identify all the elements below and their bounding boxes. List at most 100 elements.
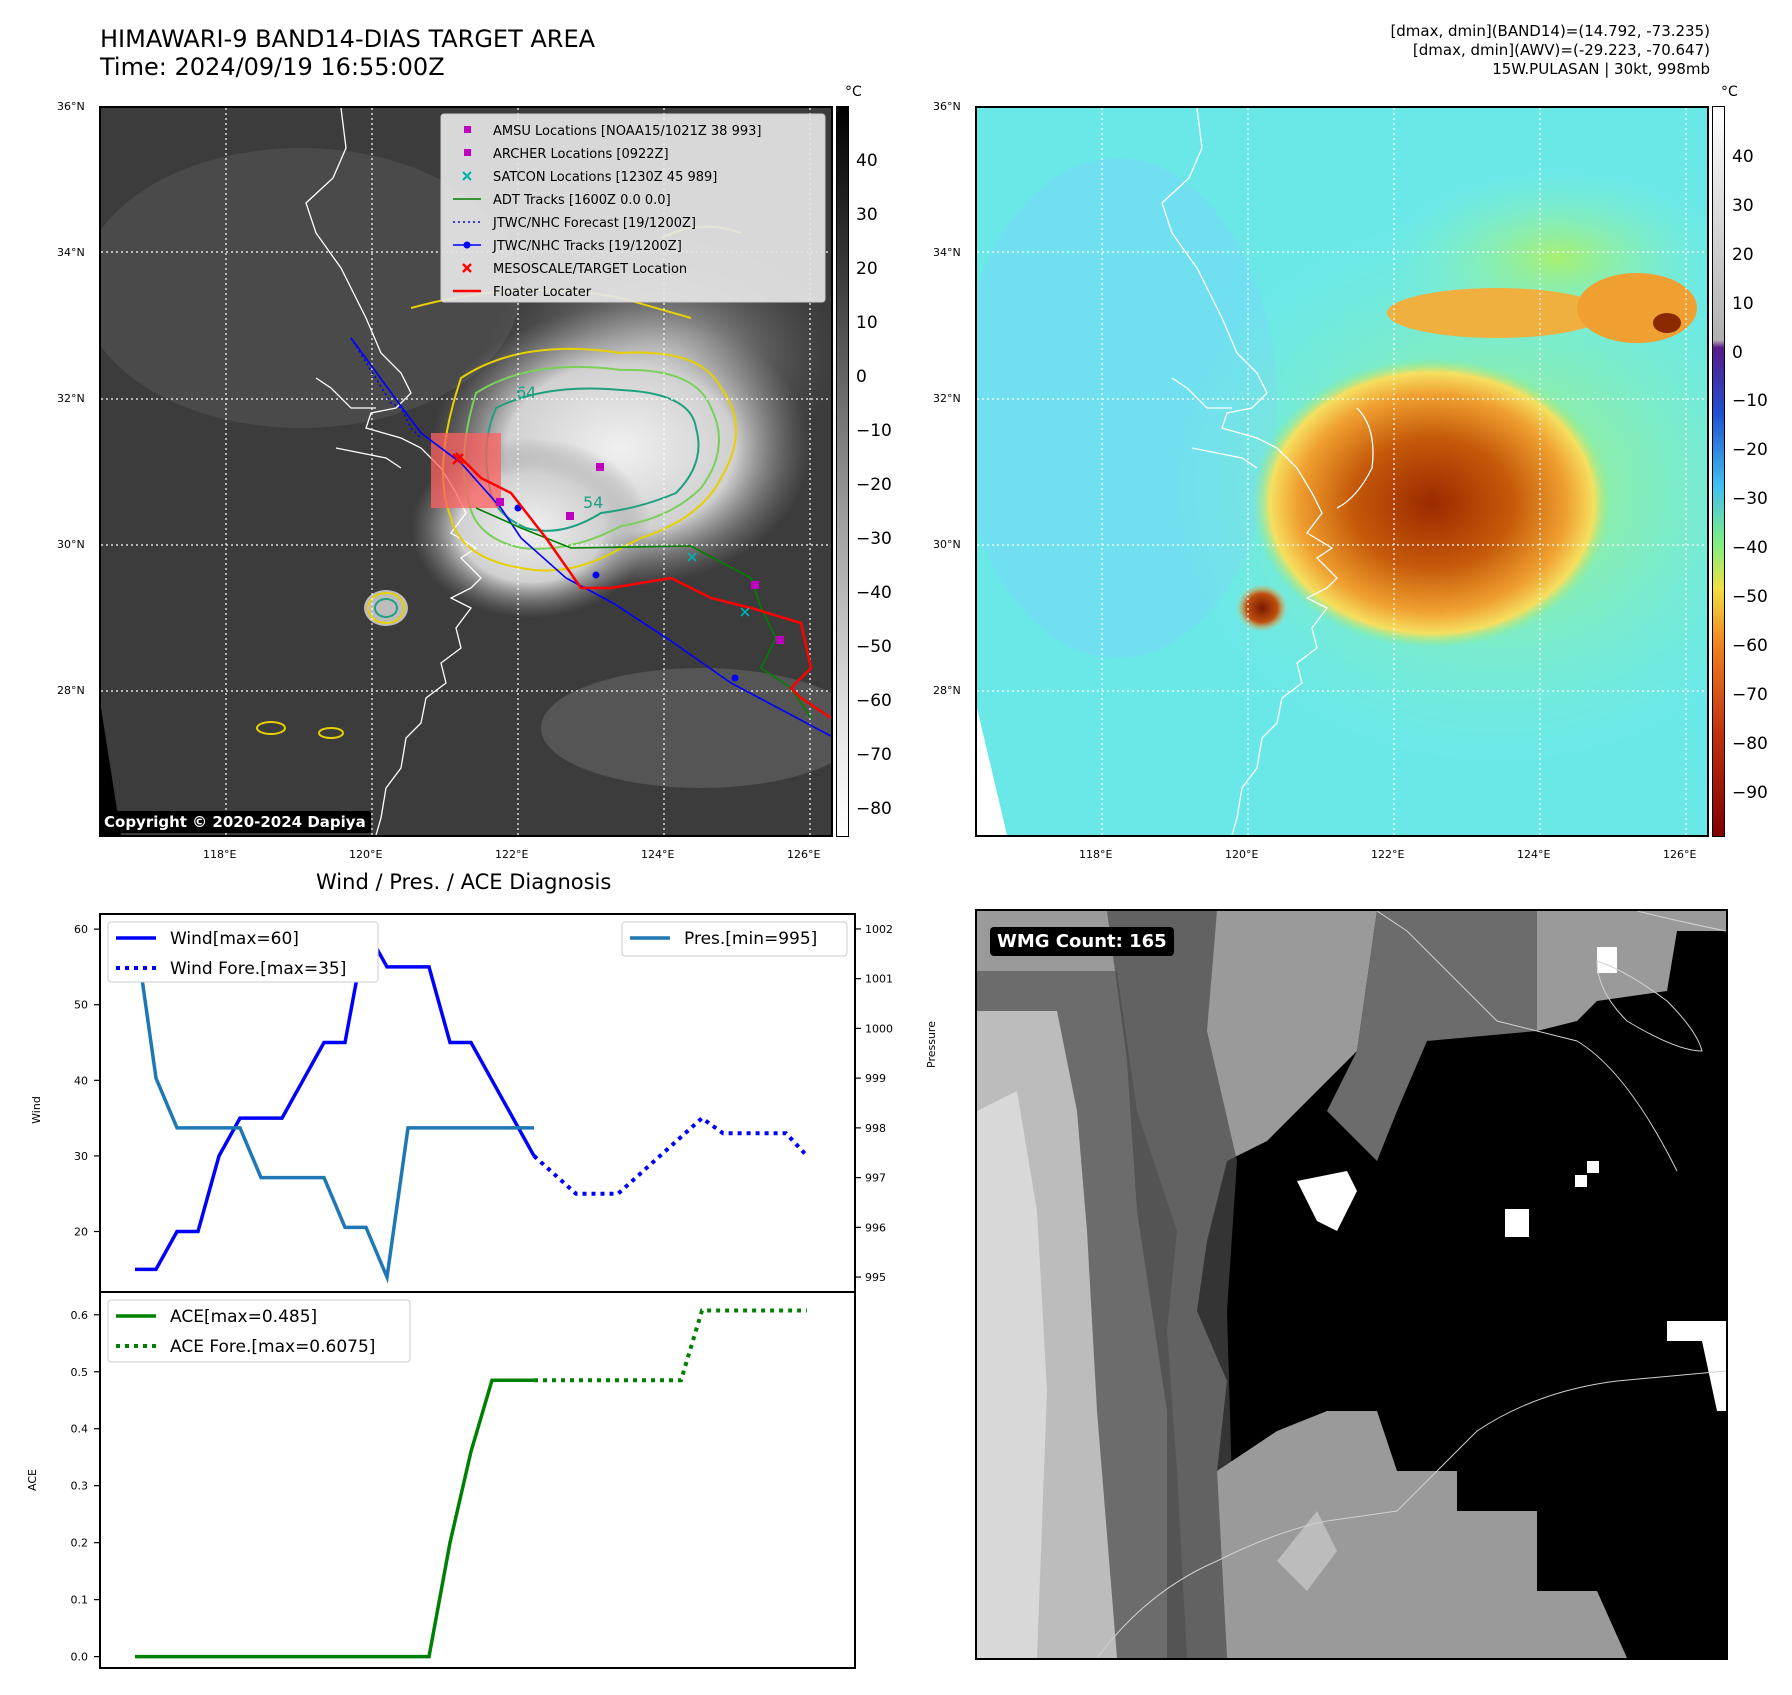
lat-label-32: 32°N bbox=[57, 392, 85, 405]
lon-label-122: 122°E bbox=[1371, 848, 1405, 861]
title-time: Time: 2024/09/19 16:55:00Z bbox=[100, 53, 445, 81]
legend-amsu: AMSU Locations [NOAA15/1021Z 38 993] bbox=[493, 124, 761, 139]
wmg-panel bbox=[975, 909, 1728, 1660]
lon-label-124: 124°E bbox=[641, 848, 675, 861]
pressure-tick-label: 1002 bbox=[865, 923, 893, 936]
awv-tick: 10 bbox=[1732, 294, 1754, 314]
ace-line-observed bbox=[135, 1378, 534, 1659]
ir-tick: 40 bbox=[856, 151, 878, 171]
ace-legend: ACE[max=0.485] ACE Fore.[max=0.6075] bbox=[107, 1299, 411, 1363]
ir-tick: −10 bbox=[856, 421, 892, 441]
ace-tick-label: 0.1 bbox=[71, 1594, 89, 1607]
wind-tick-label: 40 bbox=[74, 1074, 88, 1087]
wind-line-observed bbox=[135, 924, 536, 1272]
wmg-image bbox=[977, 911, 1726, 1658]
title-line-1: HIMAWARI-9 BAND14-DIAS TARGET AREA bbox=[100, 25, 596, 53]
jtwc-track bbox=[350, 337, 831, 737]
pressure-tick-label: 998 bbox=[865, 1122, 886, 1135]
awv-tick: −70 bbox=[1732, 685, 1768, 705]
ace-tick-label: 0.4 bbox=[71, 1423, 89, 1436]
diagnosis-title: Wind / Pres. / ACE Diagnosis bbox=[316, 870, 612, 894]
ace-ylabel: ACE bbox=[26, 1469, 39, 1491]
ir-map-image: 64 54 bbox=[101, 108, 831, 835]
wind-series bbox=[135, 924, 809, 1272]
legend-jtwc-forecast: JTWC/NHC Forecast [19/1200Z] bbox=[492, 216, 696, 231]
pressure-legend: Pres.[min=995] bbox=[621, 921, 848, 957]
legend-adt: ADT Tracks [1600Z 0.0 0.0] bbox=[493, 193, 671, 208]
info-band14: [dmax, dmin](BAND14)=(14.792, -73.235) bbox=[1390, 22, 1710, 40]
lon-label-126: 126°E bbox=[787, 848, 821, 861]
ir-colorbar-unit: °C bbox=[845, 84, 862, 100]
awv-tick: −10 bbox=[1732, 391, 1768, 411]
legend-satcon: SATCON Locations [1230Z 45 989] bbox=[493, 170, 717, 185]
pressure-tick-label: 1000 bbox=[865, 1022, 893, 1035]
coastline bbox=[305, 108, 482, 835]
ace-tick-label: 0.6 bbox=[71, 1309, 89, 1322]
awv-gridlines bbox=[977, 108, 1707, 835]
figure-title: HIMAWARI-9 BAND14-DIAS TARGET AREA Time:… bbox=[100, 25, 595, 81]
map-legend: AMSU Locations [NOAA15/1021Z 38 993] ARC… bbox=[440, 113, 826, 303]
awv-tick: −80 bbox=[1732, 734, 1768, 754]
legend-ace-fore: ACE Fore.[max=0.6075] bbox=[170, 1337, 375, 1357]
ir-tick: 10 bbox=[856, 313, 878, 333]
dmax-dmin-info: [dmax, dmin](BAND14)=(14.792, -73.235) [… bbox=[1390, 22, 1710, 79]
lat-label-34: 34°N bbox=[933, 246, 961, 259]
awv-map-image bbox=[977, 108, 1707, 835]
pressure-tick-label: 995 bbox=[865, 1271, 886, 1284]
ir-colorbar bbox=[836, 106, 849, 837]
pressure-y-ticks: 995 996 997 998 999 1000 1001 1002 bbox=[855, 923, 893, 1284]
contour-label-64: 64 bbox=[516, 383, 536, 402]
lat-label-34: 34°N bbox=[57, 246, 85, 259]
awv-tick: 20 bbox=[1732, 245, 1754, 265]
awv-tick: −30 bbox=[1732, 489, 1768, 509]
lon-label-120: 120°E bbox=[349, 848, 383, 861]
ace-line-forecast bbox=[534, 1308, 807, 1383]
pressure-axis-label: Pressure bbox=[925, 1021, 938, 1068]
lon-label-118: 118°E bbox=[1079, 848, 1113, 861]
awv-tick: −40 bbox=[1732, 538, 1768, 558]
coastline bbox=[1161, 108, 1338, 835]
ir-tick: −40 bbox=[856, 583, 892, 603]
awv-tick: −90 bbox=[1732, 783, 1768, 803]
lon-label-124: 124°E bbox=[1517, 848, 1551, 861]
awv-tick: 30 bbox=[1732, 196, 1754, 216]
pressure-line-observed bbox=[133, 928, 534, 1284]
pressure-tick-label: 1001 bbox=[865, 973, 893, 986]
ace-tick-label: 0.5 bbox=[71, 1366, 89, 1379]
pressure-tick-label: 996 bbox=[865, 1221, 886, 1234]
awv-tick: 0 bbox=[1732, 343, 1743, 363]
legend-wind: Wind[max=60] bbox=[170, 929, 299, 949]
wind-tick-label: 60 bbox=[74, 923, 88, 936]
legend-ace: ACE[max=0.485] bbox=[170, 1307, 317, 1327]
awv-tick: −20 bbox=[1732, 440, 1768, 460]
ir-tick: −80 bbox=[856, 799, 892, 819]
ir-tick: −70 bbox=[856, 745, 892, 765]
awv-colorbar-unit: °C bbox=[1721, 84, 1738, 100]
info-storm: 15W.PULASAN | 30kt, 998mb bbox=[1492, 60, 1710, 78]
contour-label-54: 54 bbox=[583, 493, 603, 512]
lat-label-28: 28°N bbox=[933, 684, 961, 697]
ir-tick: 20 bbox=[856, 259, 878, 279]
ir-tick: −20 bbox=[856, 475, 892, 495]
pressure-tick-label: 999 bbox=[865, 1072, 886, 1085]
lon-label-126: 126°E bbox=[1663, 848, 1697, 861]
wind-legend: Wind[max=60] Wind Fore.[max=35] bbox=[107, 921, 379, 983]
ace-tick-label: 0.0 bbox=[71, 1651, 89, 1664]
wind-line-forecast bbox=[532, 1115, 809, 1196]
awv-tick: −60 bbox=[1732, 636, 1768, 656]
pressure-tick-label: 997 bbox=[865, 1172, 886, 1185]
legend-pressure: Pres.[min=995] bbox=[684, 929, 817, 949]
wind-tick-label: 20 bbox=[74, 1226, 88, 1239]
awv-tick: 40 bbox=[1732, 147, 1754, 167]
ace-series bbox=[135, 1308, 807, 1659]
ir-map-panel: 64 54 bbox=[99, 106, 833, 837]
lon-label-122: 122°E bbox=[495, 848, 529, 861]
lat-label-32: 32°N bbox=[933, 392, 961, 405]
lat-label-28: 28°N bbox=[57, 684, 85, 697]
legend-wind-fore: Wind Fore.[max=35] bbox=[170, 959, 346, 979]
wind-tick-label: 30 bbox=[74, 1150, 88, 1163]
legend-mesoscale: MESOSCALE/TARGET Location bbox=[493, 262, 687, 277]
wmg-count-badge: WMG Count: 165 bbox=[990, 927, 1174, 956]
ace-tick-label: 0.2 bbox=[71, 1537, 89, 1550]
